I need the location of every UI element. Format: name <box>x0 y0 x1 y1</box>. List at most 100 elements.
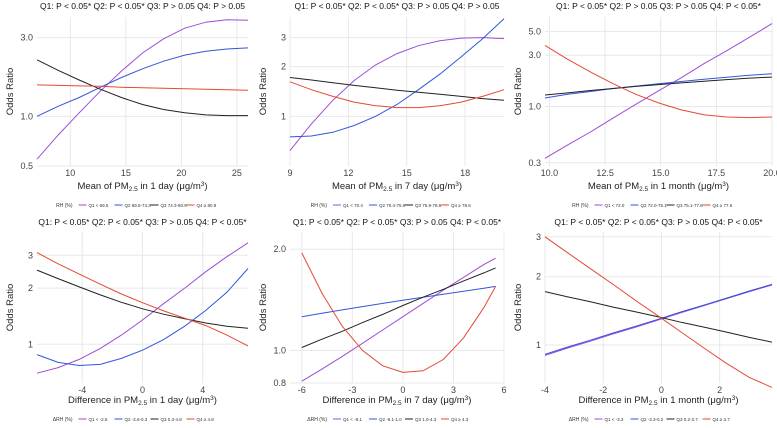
legend-title: ΔRH (%) <box>307 417 327 423</box>
series-line-q3 <box>36 269 249 329</box>
legend-label: Q4 ≥ 4.8 <box>197 417 215 422</box>
series-line-q3 <box>544 76 773 96</box>
x-tick-label: -4 <box>541 385 549 395</box>
series-line-q3 <box>36 59 248 117</box>
series-line-q3 <box>301 267 496 348</box>
legend-label: Q2 -8.1-1.0 <box>379 417 402 422</box>
legend-label: Q4 ≥ 4.3 <box>451 417 469 422</box>
legend-label: Q1 < 72.0 <box>605 203 625 208</box>
y-axis-label: Odds Ratio <box>5 284 16 332</box>
chart-panel-d: -4 0 4 1 2 3 Q1: P < 0.05* Q2: P < 0.05* Q3: P… <box>5 217 249 423</box>
legend-label: Q1 < -2.6 <box>89 417 108 422</box>
legend-title: RH (%) <box>56 203 73 209</box>
y-axis-label: Odds Ratio <box>513 284 524 332</box>
y-tick-label: 3 <box>28 250 33 260</box>
y-tick-label: 1.0 <box>20 111 33 121</box>
panel-title: Q1: P < 0.05* Q2: P < 0.05* Q3: P > 0.05… <box>295 1 500 11</box>
y-tick-label: 0.3 <box>528 158 541 168</box>
y-tick-label: 1 <box>536 340 541 350</box>
legend: ΔRH (%) Q1 < -3.3 Q2 -3.3-0.2 Q3 0.2-3.7 Q4 … <box>569 417 730 423</box>
series-line-q3 <box>289 77 505 101</box>
series-line-q4 <box>544 44 773 119</box>
panel-title: Q1: P < 0.05* Q2: P < 0.05* Q3: P > 0.05… <box>293 217 502 227</box>
y-tick-label: 0.8 <box>273 378 286 388</box>
legend-label: Q4 ≥ 78.6 <box>451 203 471 208</box>
legend-label: Q2 70.4-75.9 <box>379 203 406 208</box>
series-line-q2 <box>36 47 249 117</box>
y-tick-label: 1.0 <box>528 102 541 112</box>
x-axis-label: Difference in PM2.5 in 1 month (μg/m3) <box>578 395 738 407</box>
chart-panel-f: -4 -2 0 2 1 2 3 Q1: P < 0.05* Q2: P < 0.05* Q3:… <box>513 217 773 423</box>
x-tick-label: 15.0 <box>652 168 670 178</box>
series-line-q4 <box>544 236 773 388</box>
legend-label: Q1 < 69.5 <box>89 203 109 208</box>
x-tick-label: 25 <box>232 168 242 178</box>
y-tick-label: 3 <box>281 33 286 43</box>
legend-title: RH (%) <box>311 203 328 209</box>
legend-label: Q2 69.5-74.3 <box>125 203 152 208</box>
legend: ΔRH (%) Q1 < -2.6 Q2 -2.6-0.3 Q3 0.3-4.8 Q4 … <box>53 417 214 423</box>
panel-title: Q1: P < 0.05* Q2: P < 0.05* Q3: P > 0.05… <box>40 1 245 11</box>
x-tick-label: 2 <box>717 385 722 395</box>
series-line-q4 <box>289 81 505 109</box>
legend-title: ΔRH (%) <box>569 417 589 423</box>
chart-panel-c: 10.0 12.5 15.0 17.5 20.0 0.3 1.0 3.0 5.0 Q1: P < … <box>513 1 777 209</box>
x-tick-label: 9 <box>287 168 292 178</box>
series-line-q4 <box>301 252 497 373</box>
legend-label: Q4 ≥ 3.7 <box>713 417 731 422</box>
legend-label: Q1 < 70.4 <box>343 203 363 208</box>
y-tick-label: 1.0 <box>273 345 286 355</box>
x-tick-label: -2 <box>599 385 607 395</box>
y-axis-label: Odds Ratio <box>5 68 16 116</box>
series-line-q2 <box>544 73 773 99</box>
legend: RH (%) Q1 < 70.4 Q2 70.4-75.9 Q3 75.9-78.6 Q… <box>311 203 472 209</box>
chart-panel-e: -6 -3 0 3 6 0.8 1.0 2.0 Q1: P < 0.05* Q2: P < 0.… <box>258 217 507 423</box>
legend-label: Q3 0.3-4.8 <box>161 417 183 422</box>
x-axis-label: Difference in PM2.5 in 7 day (μg/m3) <box>323 395 472 407</box>
y-tick-label: 3.0 <box>20 33 33 43</box>
legend-label: Q3 75.1-77.6 <box>677 203 704 208</box>
y-tick-label: 2 <box>281 62 286 72</box>
series-line-q2 <box>544 283 773 355</box>
chart-panel-a: 10 15 20 25 0.5 1.0 3.0 Q1: P < 0.05* Q2: P < 0… <box>5 1 249 209</box>
series-line-q3 <box>544 291 773 343</box>
series-line-q1 <box>289 37 505 151</box>
series-line-q2 <box>289 18 505 138</box>
legend: RH (%) Q1 < 69.5 Q2 69.5-74.3 Q3 74.3-80.9 Q… <box>56 203 217 209</box>
x-tick-label: 10 <box>65 168 75 178</box>
x-tick-label: 0 <box>140 385 145 395</box>
y-axis-label: Odds Ratio <box>258 284 269 332</box>
x-axis-label: Mean of PM2.5 in 1 day (μg/m3) <box>77 181 207 193</box>
x-tick-label: 12.5 <box>596 168 614 178</box>
series-line-q1 <box>544 284 773 356</box>
x-tick-label: 3 <box>451 385 456 395</box>
x-tick-label: 4 <box>200 385 205 395</box>
x-tick-label: 17.5 <box>708 168 726 178</box>
y-tick-label: 3.0 <box>528 50 541 60</box>
series-line-q1 <box>36 19 249 160</box>
series-line-q2 <box>36 268 249 367</box>
y-tick-label: 5.0 <box>528 26 541 36</box>
panel-title: Q1: P < 0.05* Q2: P < 0.05* Q3: P > 0.05… <box>38 217 247 227</box>
legend-label: Q2 -3.3-0.2 <box>641 417 664 422</box>
x-tick-label: 20 <box>176 168 186 178</box>
series-line-q4 <box>36 84 249 91</box>
panel-title: Q1: P < 0.05* Q2: P < 0.05* Q3: P > 0.05… <box>554 217 763 227</box>
series-line-q2 <box>301 285 496 318</box>
x-tick-label: -6 <box>298 385 306 395</box>
legend-label: Q3 75.9-78.6 <box>415 203 442 208</box>
legend-label: Q4 ≥ 80.9 <box>197 203 217 208</box>
y-tick-label: 0.5 <box>20 161 33 171</box>
y-tick-label: 2 <box>536 272 541 282</box>
legend-label: Q3 1.0-4.3 <box>415 417 437 422</box>
series-line-q4 <box>36 252 249 347</box>
x-tick-label: 12 <box>343 168 353 178</box>
x-tick-label: 10.0 <box>541 168 559 178</box>
x-tick-label: 6 <box>501 385 506 395</box>
legend: RH (%) Q1 < 72.0 Q2 72.0-75.1 Q3 75.1-77.6 Q… <box>572 203 733 209</box>
x-tick-label: 20.0 <box>763 168 777 178</box>
series-line-q1 <box>301 257 496 382</box>
x-tick-label: 15 <box>402 168 412 178</box>
